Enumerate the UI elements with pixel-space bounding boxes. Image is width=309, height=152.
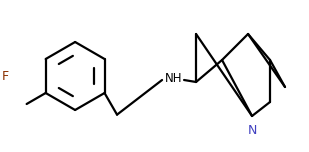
- Text: F: F: [2, 69, 9, 83]
- Text: N: N: [247, 123, 257, 136]
- Text: NH: NH: [165, 71, 183, 85]
